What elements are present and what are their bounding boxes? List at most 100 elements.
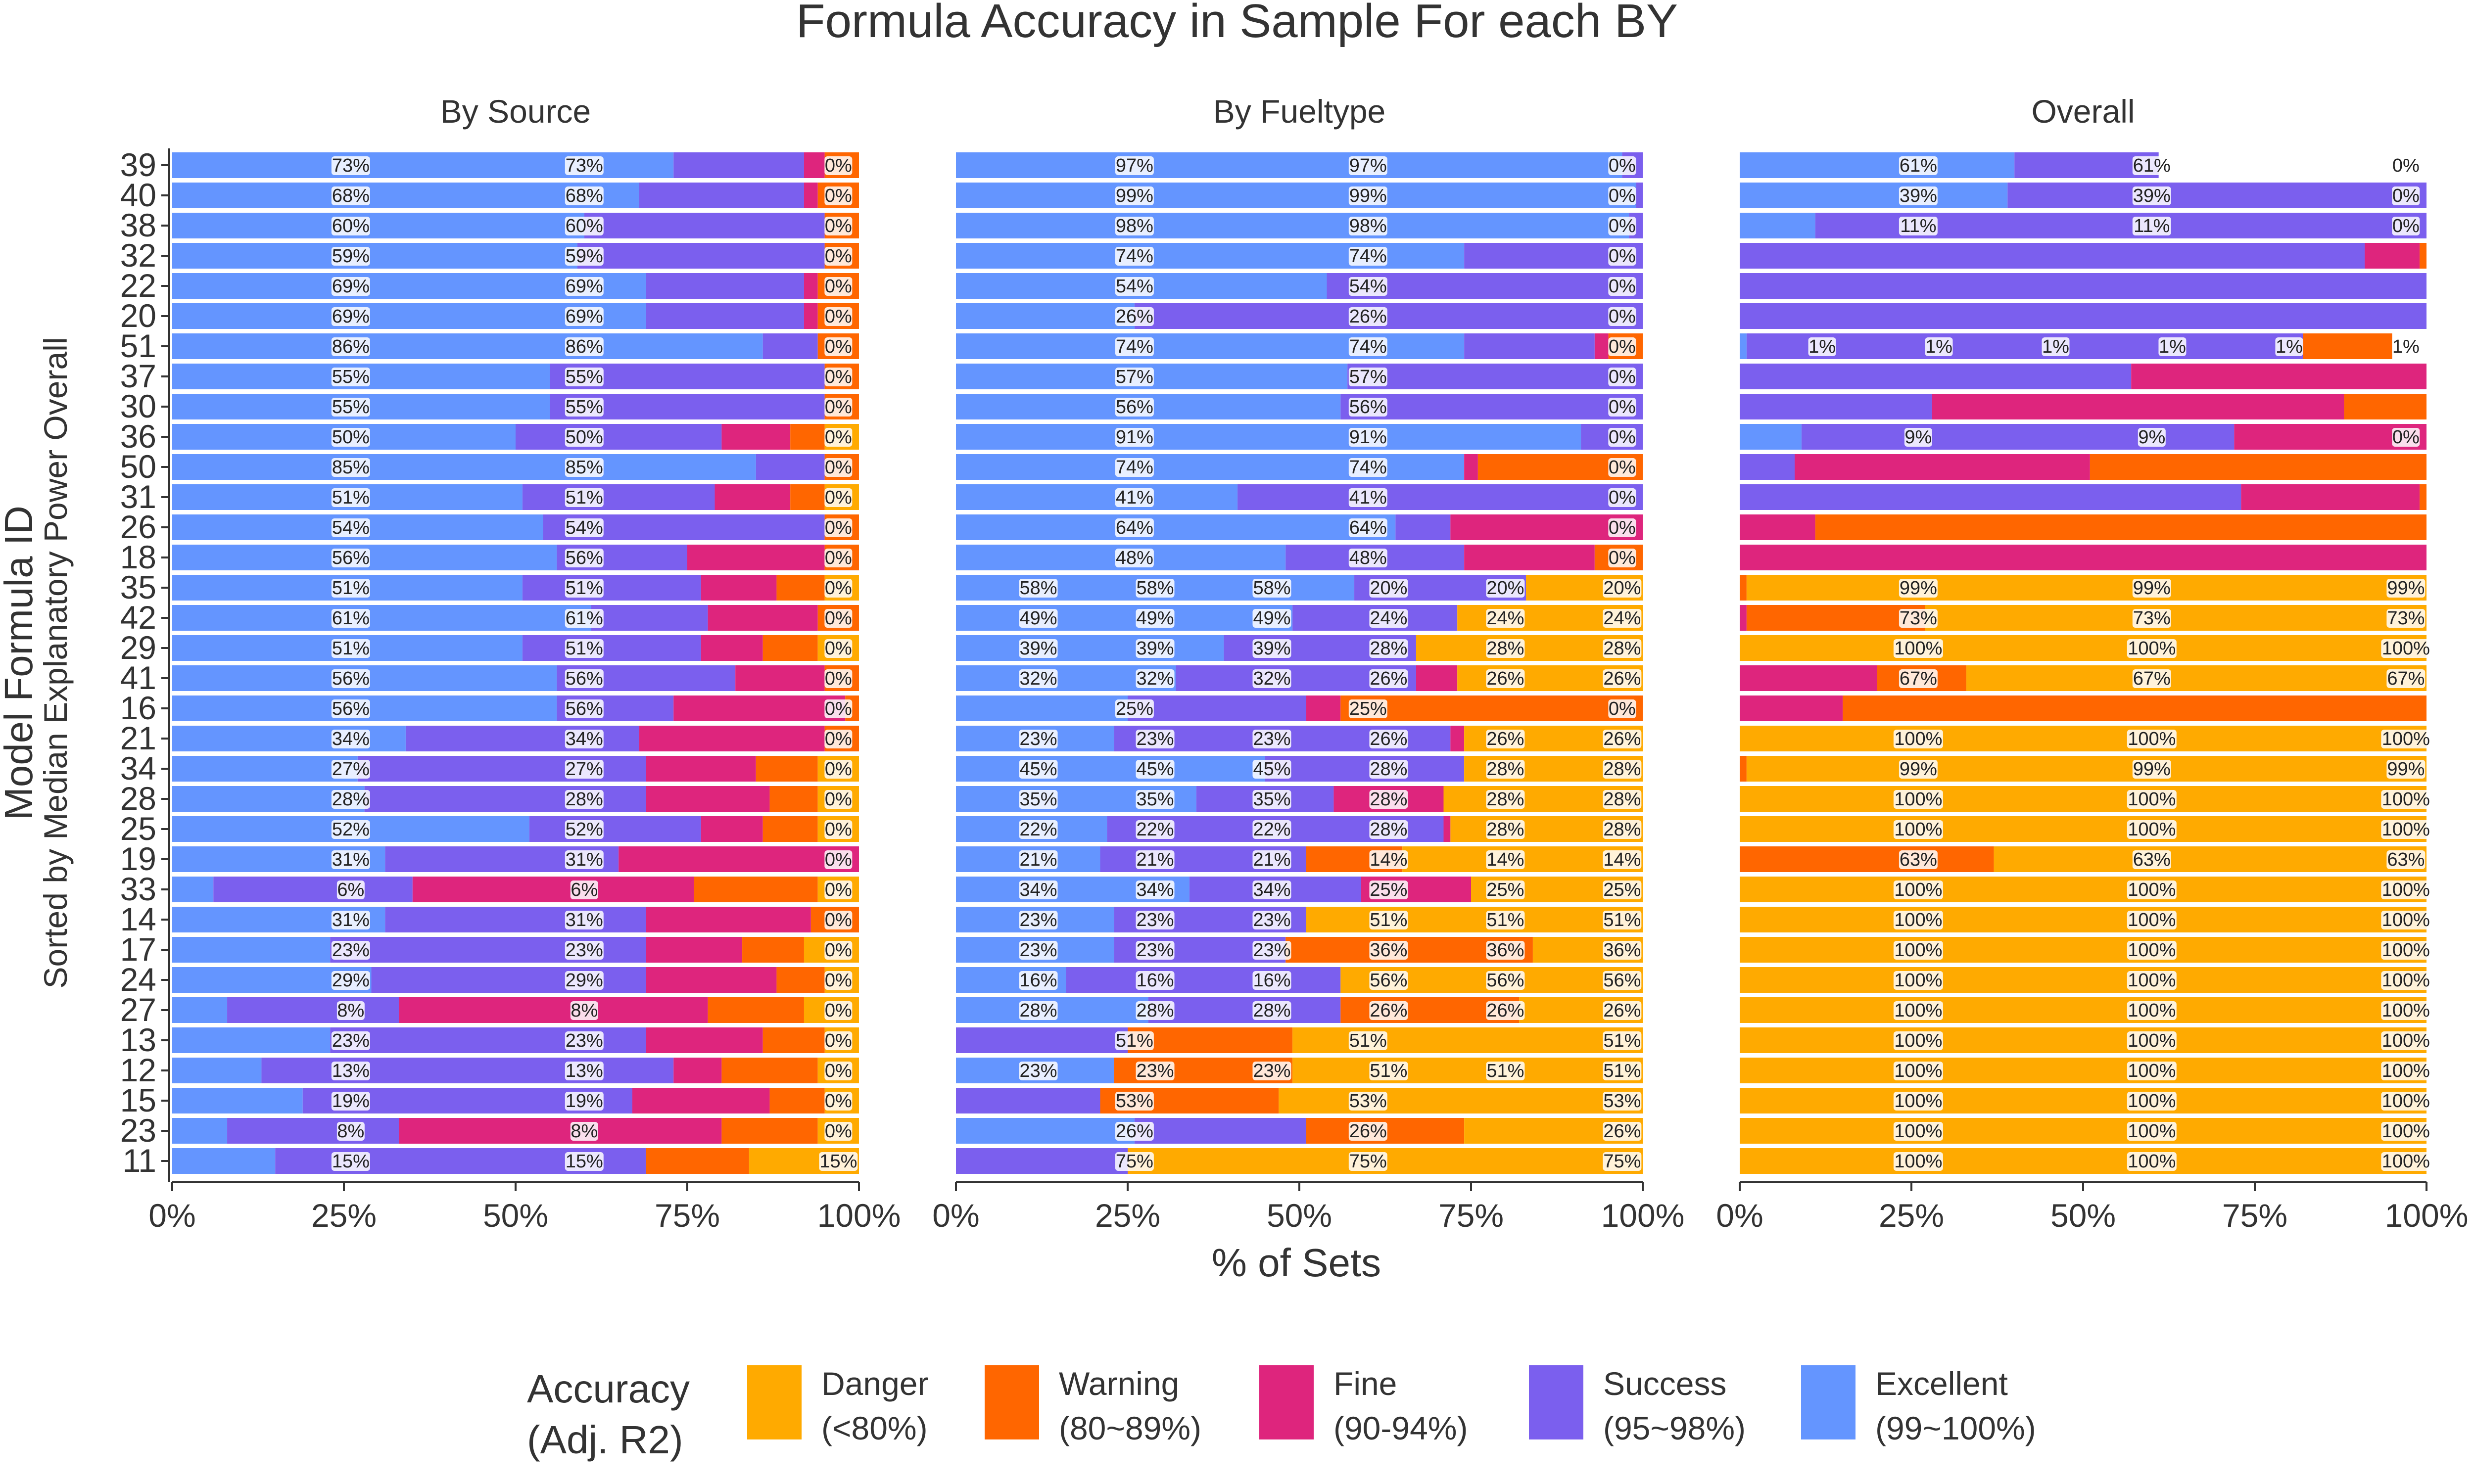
data-label-bg — [1369, 1001, 1408, 1020]
data-label-bg — [824, 549, 853, 567]
data-label: 26% — [1116, 1121, 1153, 1142]
data-label: 23% — [1136, 910, 1174, 930]
data-label: 0% — [1609, 457, 1636, 478]
data-label: 61% — [1900, 155, 1937, 176]
data-label: 0% — [825, 548, 852, 568]
data-label-bg — [1019, 790, 1058, 809]
data-label: 15% — [819, 1151, 857, 1172]
data-label-bg — [1899, 579, 1938, 598]
bar-segment-danger — [1746, 756, 2426, 782]
data-label: 25% — [1349, 698, 1387, 719]
data-label: 0% — [825, 638, 852, 659]
bar-segment-warning — [1740, 756, 1747, 782]
y-axis-title-main: Model Formula ID — [0, 506, 41, 820]
data-label-bg — [1603, 1001, 1642, 1020]
bar-segment-warning — [776, 575, 825, 601]
data-label: 100% — [2128, 819, 2176, 840]
data-label-bg — [1348, 1031, 1387, 1050]
data-label: 51% — [566, 578, 603, 599]
data-label-bg — [1603, 941, 1642, 960]
data-label-bg — [565, 488, 604, 507]
data-label: 23% — [1136, 940, 1174, 961]
data-label: 23% — [1136, 729, 1174, 749]
bar-segment-excellent — [172, 1148, 276, 1174]
data-label-bg — [565, 820, 604, 839]
data-label: 100% — [2382, 940, 2430, 961]
bar-segment-success — [1237, 484, 1643, 510]
data-label: 39% — [1136, 638, 1174, 659]
y-tick-label: 51 — [120, 327, 156, 364]
data-label: 97% — [1116, 155, 1153, 176]
data-label-bg — [1603, 1062, 1642, 1080]
data-label-bg — [565, 156, 604, 175]
x-tick-label: 75% — [2222, 1197, 2287, 1234]
y-tick-label: 24 — [120, 961, 156, 998]
data-label: 45% — [1136, 759, 1174, 780]
data-label: 23% — [566, 1030, 603, 1051]
bar-segment-success — [1148, 997, 1341, 1023]
data-label-bg — [1899, 760, 1938, 779]
data-label: 20% — [1370, 578, 1407, 599]
data-label-bg — [1136, 1001, 1175, 1020]
data-label: 29% — [332, 970, 370, 991]
bar-segment-excellent — [956, 635, 1224, 661]
data-label-bg — [1136, 760, 1175, 779]
bar-segment-warning — [1843, 696, 2426, 721]
legend-items: Danger (<80%) Warning (80~89%) Fine (90-94%) S… — [747, 1365, 2036, 1446]
data-label-bg — [2381, 881, 2431, 899]
data-label: 14% — [1603, 849, 1641, 870]
bar-segment-warning — [2303, 333, 2392, 359]
data-label: 61% — [2133, 155, 2171, 176]
chart-title: Formula Accuracy in Sample For each BY — [796, 0, 1678, 47]
data-label-bg — [1252, 1062, 1291, 1080]
legend-item-warning: Warning (80~89%) — [985, 1365, 1201, 1446]
bar-segment-danger — [1740, 1027, 2426, 1053]
data-label: 73% — [332, 155, 370, 176]
bar-segment-success — [2007, 183, 2426, 208]
data-label: 15% — [332, 1151, 370, 1172]
data-label: 28% — [1486, 759, 1524, 780]
bar-segment-success — [591, 605, 708, 631]
data-label-bg — [1348, 488, 1387, 507]
data-label: 0% — [825, 367, 852, 387]
bar-segment-fine — [1594, 333, 1609, 359]
data-label-bg — [2392, 337, 2420, 356]
bar-segment-warning — [2344, 394, 2426, 419]
bar-segment-success — [516, 424, 722, 450]
data-label-bg — [1608, 337, 1636, 356]
data-label: 26% — [1486, 1000, 1524, 1021]
legend-label: Fine — [1333, 1365, 1397, 1402]
data-label: 56% — [566, 668, 603, 689]
data-label: 60% — [332, 216, 370, 236]
data-label: 26% — [1603, 1121, 1641, 1142]
data-label: 26% — [1370, 668, 1407, 689]
data-label-bg — [1115, 1152, 1154, 1171]
data-label-bg — [1603, 579, 1642, 598]
data-label-bg — [2386, 669, 2426, 688]
data-label: 100% — [2382, 1151, 2430, 1172]
bar-segment-fine — [1464, 454, 1478, 480]
data-label-bg — [1608, 549, 1636, 567]
bar-segment-danger — [1292, 1027, 1643, 1053]
data-label: 64% — [1116, 517, 1153, 538]
data-label: 21% — [1136, 849, 1174, 870]
data-label-bg — [2381, 730, 2431, 748]
data-label-bg — [2132, 579, 2171, 598]
data-label-bg — [1808, 337, 1836, 356]
data-label: 11% — [2134, 216, 2170, 236]
data-label: 69% — [332, 306, 370, 327]
data-label-bg — [2381, 639, 2431, 658]
bar-segment-fine — [646, 937, 743, 963]
data-label-bg — [1348, 186, 1387, 205]
data-label-bg — [1348, 277, 1387, 296]
data-label: 27% — [566, 759, 603, 780]
data-label-bg — [1019, 820, 1058, 839]
data-label-bg — [1893, 911, 1943, 929]
data-label: 23% — [1020, 910, 1057, 930]
data-label-bg — [1608, 428, 1636, 447]
data-label-bg — [1893, 1122, 1943, 1141]
bar-segment-success — [227, 1118, 399, 1144]
bar-segment-danger — [1740, 997, 2426, 1023]
data-label: 0% — [825, 155, 852, 176]
